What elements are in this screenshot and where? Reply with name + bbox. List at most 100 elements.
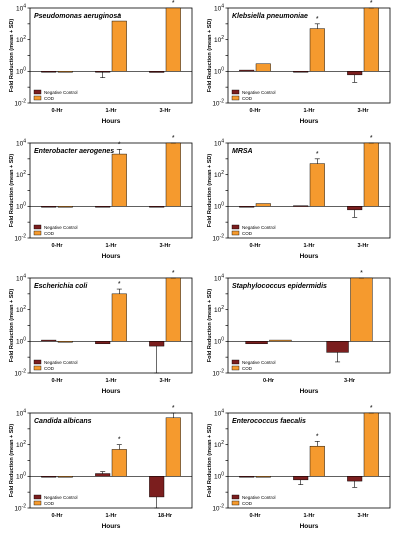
bar [165, 7, 181, 72]
bar [149, 71, 165, 73]
significance-star: * [172, 0, 175, 7]
bar [95, 341, 111, 345]
y-tick-label: 10-2 [14, 503, 26, 512]
y-axis-label: Fold Reduction (mean + SD) [9, 19, 15, 93]
bar [41, 339, 57, 342]
chart-title: Enterococcus faecalis [232, 418, 306, 425]
y-tick-label: 100 [214, 472, 224, 481]
legend-swatch [231, 365, 240, 371]
y-tick-label: 102 [16, 170, 26, 179]
significance-star: * [118, 141, 121, 148]
y-tick-label: 102 [16, 35, 26, 44]
legend-swatch [33, 359, 42, 365]
chart-panel: 104 102 100 10-2 0-Hr * 3-Hr Staphylococcus epi… [207, 270, 391, 395]
bar [149, 341, 165, 347]
bar [111, 293, 127, 342]
bar [255, 476, 271, 478]
significance-star: * [370, 405, 373, 412]
legend-swatch [33, 224, 42, 230]
legend-label: Negative Control [242, 225, 276, 230]
y-axis-label: Fold Reduction (mean + SD) [207, 424, 213, 498]
x-tick-label: 1-Hr [105, 108, 117, 114]
x-tick-label: 3-Hr [357, 513, 369, 519]
bar [269, 339, 292, 342]
bar [239, 206, 255, 208]
significance-star: * [118, 437, 121, 444]
significance-star: * [172, 135, 175, 142]
chart-panel: 104 102 100 10-2 0-Hr * 1-Hr * 3-Hr Enterococcus … [207, 405, 391, 530]
x-tick-label: 18-Hr [158, 513, 173, 519]
y-tick-label: 104 [214, 408, 224, 417]
chart-title: Enterobacter aerogenes [34, 148, 114, 155]
x-axis-label: Hours [102, 253, 121, 260]
y-axis-label: Fold Reduction (mean + SD) [9, 154, 15, 228]
x-tick-label: 0-Hr [249, 243, 261, 249]
y-tick-label: 10-2 [212, 368, 224, 377]
bar [363, 412, 379, 477]
bar [165, 277, 181, 342]
bar [57, 476, 73, 478]
bar [95, 473, 111, 477]
bar [41, 476, 57, 478]
x-axis-label: Hours [102, 118, 121, 125]
legend-label: COD [242, 366, 253, 371]
x-axis-label: Hours [300, 118, 319, 125]
chart-panel: 104 102 100 10-2 0-Hr * 1-Hr * 18-Hr Candida albi… [9, 405, 193, 530]
x-tick-label: 3-Hr [159, 108, 171, 114]
legend-label: Negative Control [44, 360, 78, 365]
legend-swatch [231, 500, 240, 506]
x-tick-label: 1-Hr [105, 243, 117, 249]
y-axis-label: Fold Reduction (mean + SD) [207, 19, 213, 93]
y-tick-label: 100 [16, 67, 26, 76]
legend-swatch [33, 89, 42, 95]
bar [347, 71, 363, 76]
x-tick-label: 1-Hr [303, 513, 315, 519]
bar [309, 28, 325, 72]
y-tick-label: 104 [16, 408, 26, 417]
bar [165, 417, 181, 477]
significance-star: * [360, 270, 363, 277]
x-axis-label: Hours [102, 388, 121, 395]
legend-swatch [231, 224, 240, 230]
x-tick-label: 0-Hr [249, 108, 261, 114]
legend-label: COD [44, 96, 55, 101]
y-tick-label: 10-2 [212, 98, 224, 107]
y-tick-label: 104 [214, 273, 224, 282]
bar [293, 205, 309, 207]
x-tick-label: 1-Hr [105, 513, 117, 519]
legend-swatch [231, 359, 240, 365]
bar [245, 341, 268, 345]
legend-swatch [231, 494, 240, 500]
x-tick-label: 0-Hr [51, 513, 63, 519]
significance-star: * [172, 405, 175, 412]
chart-panel: 104 102 100 10-2 0-Hr * 1-Hr * 3-Hr MRSA Hours Fold… [207, 135, 391, 260]
x-tick-label: 0-Hr [263, 378, 275, 384]
chart-panel: 104 102 100 10-2 0-Hr * 1-Hr * 3-Hr Escherichia c… [9, 270, 193, 395]
legend-swatch [33, 230, 42, 236]
bar [149, 476, 165, 498]
legend-label: Negative Control [242, 90, 276, 95]
y-tick-label: 10-2 [212, 233, 224, 242]
y-tick-label: 100 [16, 472, 26, 481]
y-tick-label: 104 [16, 273, 26, 282]
bar [309, 445, 325, 477]
bar [293, 71, 309, 73]
y-axis-label: Fold Reduction (mean + SD) [207, 154, 213, 228]
bar [363, 142, 379, 207]
y-axis-label: Fold Reduction (mean + SD) [9, 289, 15, 363]
y-tick-label: 100 [214, 202, 224, 211]
legend-swatch [231, 95, 240, 101]
y-tick-label: 100 [214, 67, 224, 76]
bar [165, 142, 181, 207]
bar [111, 153, 127, 207]
significance-star: * [118, 281, 121, 288]
x-tick-label: 3-Hr [357, 243, 369, 249]
y-tick-label: 10-2 [14, 233, 26, 242]
bar [41, 206, 57, 208]
x-tick-label: 3-Hr [357, 108, 369, 114]
y-tick-label: 104 [214, 3, 224, 12]
y-axis-label: Fold Reduction (mean + SD) [9, 424, 15, 498]
x-axis-label: Hours [300, 253, 319, 260]
bar [347, 206, 363, 211]
legend-swatch [33, 500, 42, 506]
